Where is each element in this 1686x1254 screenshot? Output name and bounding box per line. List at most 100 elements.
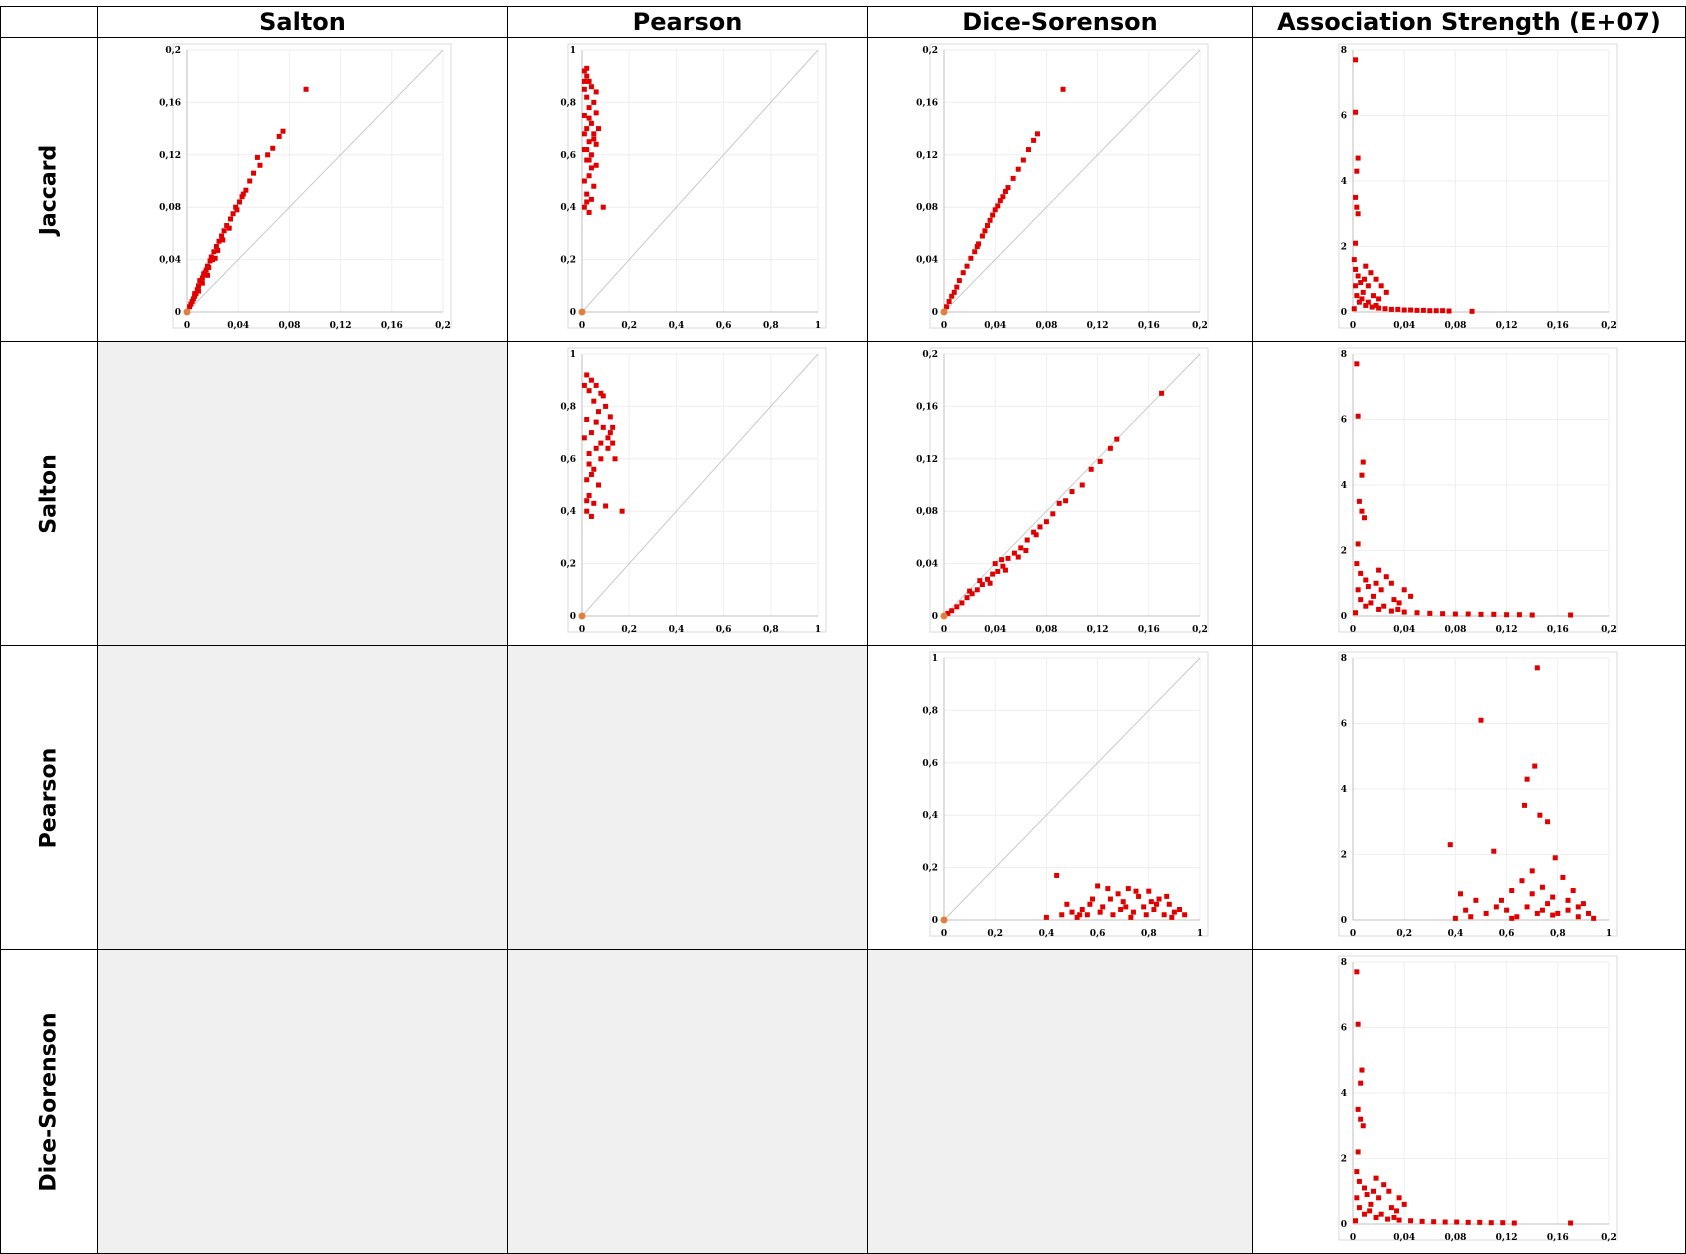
- data-point: [190, 295, 196, 301]
- data-point: [964, 594, 970, 600]
- data-point: [1440, 307, 1446, 313]
- data-point: [199, 274, 205, 280]
- x-tick-label: 0,16: [380, 321, 402, 331]
- data-point: [1373, 302, 1379, 308]
- cell-pearson-association: 0 0,2 0,4 0,6 0,8 1 0 2 4 6 8: [1252, 645, 1686, 950]
- data-point: [1358, 279, 1364, 285]
- data-point: [1079, 906, 1085, 912]
- x-tick-label: 0,08: [1035, 625, 1057, 635]
- data-point: [1370, 1188, 1376, 1194]
- data-point: [1483, 910, 1489, 916]
- x-tick-label: 0: [941, 929, 947, 939]
- data-point: [960, 269, 966, 275]
- data-point: [1414, 307, 1420, 313]
- data-point: [1408, 307, 1414, 313]
- data-point: [1552, 854, 1558, 860]
- data-point: [1537, 812, 1543, 818]
- data-point: [1359, 472, 1365, 478]
- data-point: [581, 382, 587, 388]
- data-point: [1565, 907, 1571, 913]
- y-tick-label: 0,2: [922, 863, 938, 873]
- empty-cell: [97, 341, 508, 646]
- cell-dice-association: 0 0,04 0,08 0,12 0,16 0,2 0 2 4 6 8: [1252, 949, 1686, 1254]
- data-point: [1378, 1211, 1384, 1217]
- x-tick-label: 0,08: [278, 321, 300, 331]
- data-point: [1570, 887, 1576, 893]
- data-point: [1097, 909, 1103, 915]
- data-point: [600, 424, 606, 430]
- data-point: [1477, 1219, 1483, 1225]
- data-point: [1064, 901, 1070, 907]
- data-point: [1351, 256, 1357, 262]
- data-point: [210, 248, 216, 254]
- data-point: [1591, 915, 1597, 921]
- y-tick-label: 0,2: [560, 559, 576, 569]
- data-point: [1442, 1219, 1448, 1225]
- data-point: [1401, 609, 1407, 615]
- data-point: [1373, 580, 1379, 586]
- x-tick-label: 0,6: [715, 321, 731, 331]
- x-tick-label: 0,08: [1444, 1233, 1466, 1243]
- data-point: [1169, 914, 1175, 920]
- data-point: [1491, 848, 1497, 854]
- x-tick-label: 0,08: [1035, 321, 1057, 331]
- chart-pearson-vs-dice: 0 0,2 0,4 0,6 0,8 1 0 0,2 0,4 0,6 0,8 1: [922, 651, 1209, 939]
- data-point: [1363, 263, 1369, 269]
- y-tick-label: 1: [569, 46, 575, 56]
- data-point: [972, 248, 978, 254]
- data-point: [1105, 885, 1111, 891]
- y-tick-label: 8: [1341, 350, 1347, 360]
- data-point: [581, 86, 587, 92]
- data-point: [1568, 612, 1574, 618]
- data-point: [1353, 266, 1359, 272]
- y-tick-label: 1: [932, 654, 938, 664]
- data-point: [195, 288, 201, 294]
- data-point: [1088, 466, 1094, 472]
- x-tick-label: 0,16: [1138, 625, 1160, 635]
- y-tick-label: 4: [1341, 785, 1347, 795]
- data-point: [1141, 903, 1147, 909]
- diagonal-line: [186, 49, 443, 312]
- data-point: [1414, 609, 1420, 615]
- data-point: [619, 508, 625, 514]
- data-point: [1500, 1219, 1506, 1225]
- data-point: [1529, 612, 1535, 618]
- data-point: [1364, 1191, 1370, 1197]
- data-point: [1529, 867, 1535, 873]
- data-point: [1401, 307, 1407, 313]
- data-point: [1164, 893, 1170, 899]
- data-point: [1383, 289, 1389, 295]
- data-point: [203, 267, 209, 273]
- data-point: [1034, 130, 1040, 136]
- data-point: [1143, 911, 1149, 917]
- x-tick-label: 0: [183, 321, 189, 331]
- data-point: [997, 197, 1003, 203]
- data-point: [583, 416, 589, 422]
- scatter-matrix-table: Salton Pearson Dice-Sorenson Association…: [0, 6, 1686, 1254]
- data-point: [213, 243, 219, 249]
- data-point: [586, 492, 592, 498]
- data-point: [1010, 175, 1016, 181]
- x-tick-label: 0,12: [1496, 321, 1518, 331]
- y-tick-label: 0,6: [560, 150, 576, 160]
- data-point: [995, 568, 1001, 574]
- data-point: [609, 440, 615, 446]
- y-tick-label: 4: [1341, 1089, 1347, 1099]
- data-point: [1504, 611, 1510, 617]
- x-tick-label: 0: [1350, 1233, 1356, 1243]
- data-point: [946, 298, 952, 304]
- x-tick-label: 0: [941, 625, 947, 635]
- x-tick-label: 0,16: [1547, 625, 1569, 635]
- x-tick-label: 0,12: [329, 321, 351, 331]
- x-tick-label: 1: [814, 321, 820, 331]
- data-point: [1469, 308, 1475, 314]
- data-point: [1509, 915, 1515, 921]
- data-point: [1356, 498, 1362, 504]
- data-point: [1555, 910, 1561, 916]
- origin-point: [940, 612, 948, 619]
- data-point: [583, 497, 589, 503]
- data-point: [1386, 1188, 1392, 1194]
- data-point: [1182, 911, 1188, 917]
- x-tick-label: 0,16: [1547, 1233, 1569, 1243]
- y-tick-label: 0,8: [560, 402, 576, 412]
